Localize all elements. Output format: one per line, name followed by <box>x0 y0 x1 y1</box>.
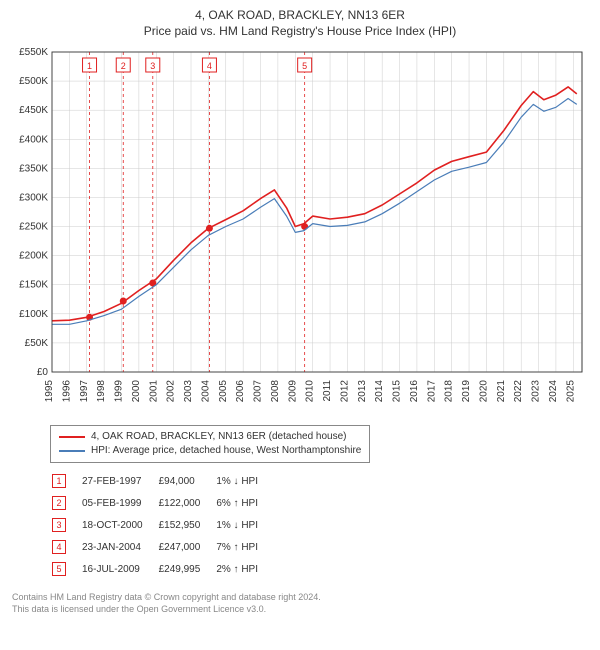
table-row: 3 18-OCT-2000£152,9501% ↓ HPI <box>52 515 272 535</box>
sale-marker-icon: 1 <box>52 474 66 488</box>
legend-label-subject: 4, OAK ROAD, BRACKLEY, NN13 6ER (detache… <box>91 430 347 444</box>
sale-diff: 1% ↓ HPI <box>216 471 272 491</box>
sale-date: 23-JAN-2004 <box>82 537 157 557</box>
table-row: 1 27-FEB-1997£94,0001% ↓ HPI <box>52 471 272 491</box>
sale-price: £152,950 <box>159 515 215 535</box>
svg-text:2017: 2017 <box>426 380 437 403</box>
svg-text:2016: 2016 <box>409 380 420 403</box>
chart-title-2: Price paid vs. HM Land Registry's House … <box>10 24 590 38</box>
sale-price: £247,000 <box>159 537 215 557</box>
svg-text:2021: 2021 <box>496 380 507 403</box>
svg-text:3: 3 <box>150 61 155 71</box>
svg-text:2: 2 <box>121 61 126 71</box>
svg-text:5: 5 <box>302 61 307 71</box>
legend-label-hpi: HPI: Average price, detached house, West… <box>91 444 361 458</box>
legend-item-hpi: HPI: Average price, detached house, West… <box>59 444 361 458</box>
svg-text:1995: 1995 <box>44 380 55 403</box>
svg-text:1999: 1999 <box>114 380 125 403</box>
legend-swatch-hpi <box>59 450 85 452</box>
svg-text:2013: 2013 <box>357 380 368 403</box>
sale-marker-icon: 3 <box>52 518 66 532</box>
svg-text:£200K: £200K <box>19 251 48 262</box>
line-chart: £0 £50K £100K £150K £200K £250K £300K £350K £400… <box>10 44 590 414</box>
sale-diff: 6% ↑ HPI <box>216 493 272 513</box>
svg-text:£450K: £450K <box>19 105 48 116</box>
svg-text:2014: 2014 <box>374 380 385 403</box>
svg-text:£150K: £150K <box>19 280 48 291</box>
svg-text:2024: 2024 <box>548 380 559 403</box>
svg-text:2008: 2008 <box>270 380 281 403</box>
sale-date: 27-FEB-1997 <box>82 471 157 491</box>
svg-text:£100K: £100K <box>19 309 48 320</box>
svg-text:2023: 2023 <box>531 380 542 403</box>
chart-title-1: 4, OAK ROAD, BRACKLEY, NN13 6ER <box>10 8 590 22</box>
svg-text:2006: 2006 <box>235 380 246 403</box>
svg-text:2005: 2005 <box>218 380 229 403</box>
table-row: 5 16-JUL-2009£249,9952% ↑ HPI <box>52 559 272 579</box>
legend: 4, OAK ROAD, BRACKLEY, NN13 6ER (detache… <box>50 425 370 463</box>
svg-text:2000: 2000 <box>131 380 142 403</box>
table-row: 2 05-FEB-1999£122,0006% ↑ HPI <box>52 493 272 513</box>
svg-text:2007: 2007 <box>253 380 264 403</box>
sale-diff: 2% ↑ HPI <box>216 559 272 579</box>
svg-text:£300K: £300K <box>19 192 48 203</box>
footer-line-1: Contains HM Land Registry data © Crown c… <box>12 591 590 603</box>
chart-area: £0 £50K £100K £150K £200K £250K £300K £350K £400… <box>10 44 590 417</box>
sale-price: £122,000 <box>159 493 215 513</box>
svg-text:2025: 2025 <box>565 380 576 403</box>
svg-text:1996: 1996 <box>61 380 72 403</box>
svg-text:1998: 1998 <box>96 380 107 403</box>
svg-text:2010: 2010 <box>305 380 316 403</box>
svg-text:2015: 2015 <box>392 380 403 403</box>
svg-text:£50K: £50K <box>25 338 49 349</box>
sale-diff: 1% ↓ HPI <box>216 515 272 535</box>
sale-date: 05-FEB-1999 <box>82 493 157 513</box>
footer-line-2: This data is licensed under the Open Gov… <box>12 603 590 615</box>
table-row: 4 23-JAN-2004£247,0007% ↑ HPI <box>52 537 272 557</box>
sale-marker-icon: 5 <box>52 562 66 576</box>
svg-text:1: 1 <box>87 61 92 71</box>
svg-text:2018: 2018 <box>444 380 455 403</box>
svg-text:1997: 1997 <box>79 380 90 403</box>
sales-table: 127-FEB-1997£94,0001% ↓ HPI205-FEB-1999£… <box>50 469 274 581</box>
svg-text:4: 4 <box>207 61 212 71</box>
legend-item-subject: 4, OAK ROAD, BRACKLEY, NN13 6ER (detache… <box>59 430 361 444</box>
svg-text:2012: 2012 <box>339 380 350 403</box>
svg-text:£550K: £550K <box>19 47 48 58</box>
svg-text:2003: 2003 <box>183 380 194 403</box>
svg-text:2011: 2011 <box>322 380 333 402</box>
sale-price: £249,995 <box>159 559 215 579</box>
svg-text:£0: £0 <box>37 367 49 378</box>
footer: Contains HM Land Registry data © Crown c… <box>12 591 590 615</box>
sale-date: 16-JUL-2009 <box>82 559 157 579</box>
svg-text:2009: 2009 <box>287 380 298 403</box>
svg-text:2020: 2020 <box>478 380 489 403</box>
chart-titles: 4, OAK ROAD, BRACKLEY, NN13 6ER Price pa… <box>10 8 590 38</box>
sale-diff: 7% ↑ HPI <box>216 537 272 557</box>
svg-text:£500K: £500K <box>19 76 48 87</box>
legend-swatch-subject <box>59 436 85 438</box>
svg-text:£250K: £250K <box>19 222 48 233</box>
svg-text:2019: 2019 <box>461 380 472 403</box>
svg-text:£350K: £350K <box>19 163 48 174</box>
svg-text:2022: 2022 <box>513 380 524 403</box>
svg-text:2004: 2004 <box>200 380 211 403</box>
sale-marker-icon: 4 <box>52 540 66 554</box>
sale-date: 18-OCT-2000 <box>82 515 157 535</box>
svg-text:£400K: £400K <box>19 134 48 145</box>
svg-text:2001: 2001 <box>148 380 159 403</box>
svg-text:2002: 2002 <box>166 380 177 403</box>
sale-price: £94,000 <box>159 471 215 491</box>
sale-marker-icon: 2 <box>52 496 66 510</box>
